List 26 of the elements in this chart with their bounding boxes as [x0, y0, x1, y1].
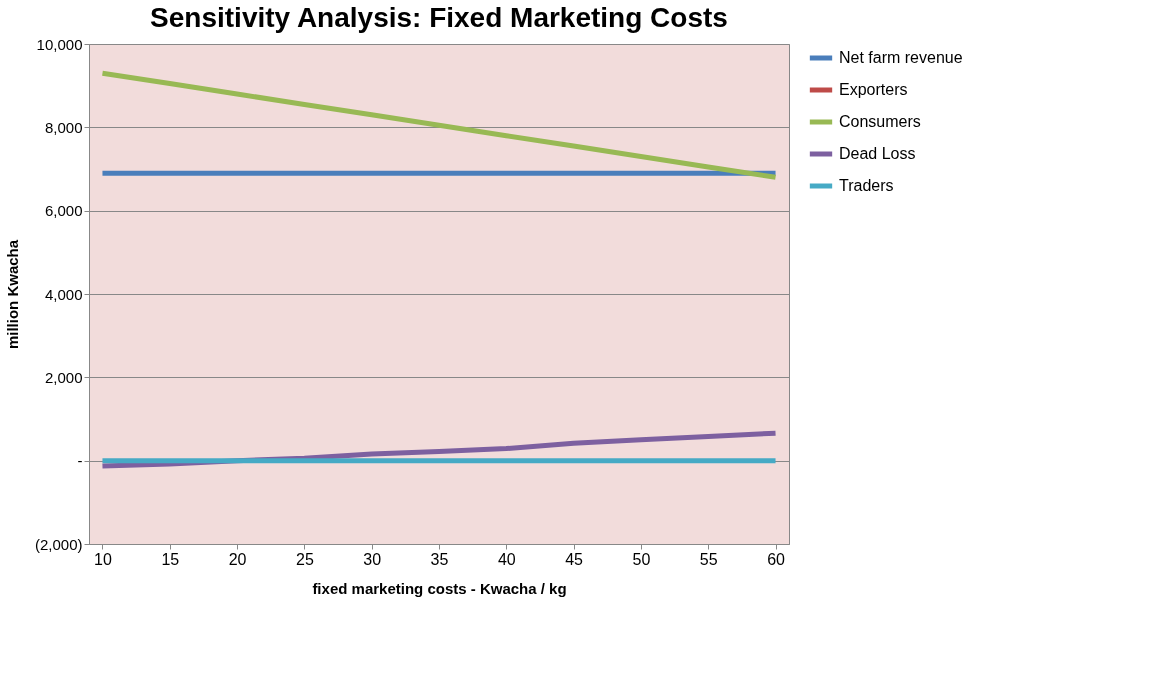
- y-tick-label: (2,000): [34, 535, 83, 553]
- x-tick-label: 55: [699, 550, 718, 568]
- legend-label: Net farm revenue: [839, 49, 963, 66]
- legend-label: Consumers: [839, 113, 921, 130]
- legend-label: Exporters: [839, 81, 908, 98]
- x-tick-label: 60: [767, 550, 786, 568]
- y-tick-label: -: [77, 452, 83, 470]
- x-tick-label: 40: [497, 550, 516, 568]
- y-axis-title: million Kwacha: [3, 239, 21, 350]
- y-tick-label: 10,000: [36, 35, 83, 53]
- x-tick-label: 25: [295, 550, 314, 568]
- x-tick-label: 15: [161, 550, 180, 568]
- y-tick-label: 8,000: [44, 118, 83, 136]
- x-tick-label: 30: [363, 550, 382, 568]
- x-tick-label: 35: [430, 550, 449, 568]
- y-tick-label: 2,000: [44, 368, 83, 386]
- legend-label: Traders: [839, 177, 894, 194]
- chart-title: Sensitivity Analysis: Fixed Marketing Costs: [150, 2, 728, 33]
- y-tick-label: 6,000: [44, 202, 83, 220]
- x-axis-title: fixed marketing costs - Kwacha / kg: [312, 579, 567, 597]
- y-tick-label: 4,000: [44, 285, 83, 303]
- x-tick-label: 45: [565, 550, 584, 568]
- legend-label: Dead Loss: [839, 145, 916, 162]
- x-tick-label: 50: [632, 550, 651, 568]
- x-tick-label: 10: [94, 550, 112, 568]
- x-tick-label: 20: [228, 550, 247, 568]
